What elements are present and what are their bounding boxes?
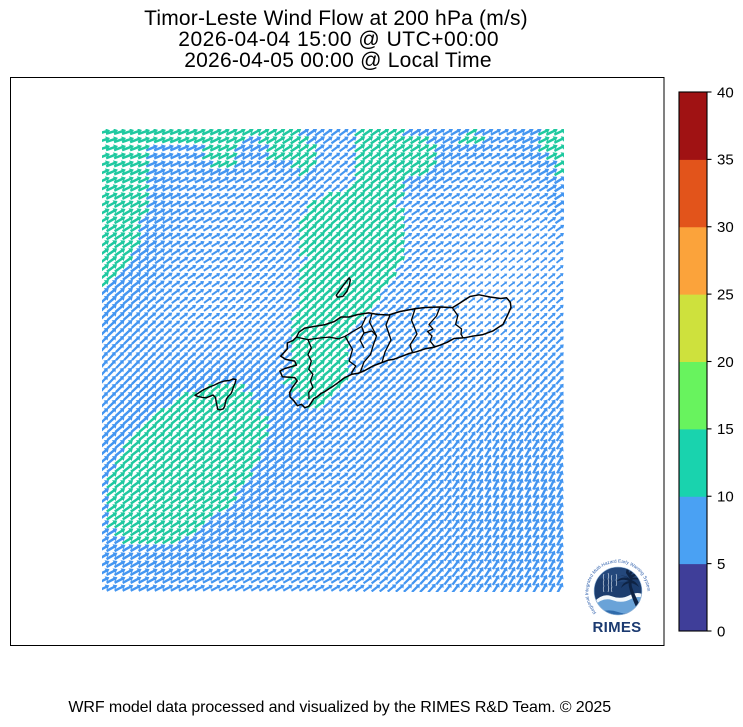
svg-text:Timor-Leste Wind Flow at 200 h: Timor-Leste Wind Flow at 200 hPa (m/s) <box>144 7 528 30</box>
svg-text:5: 5 <box>717 556 725 573</box>
svg-text:RIMES: RIMES <box>592 619 641 636</box>
svg-text:WRF model data processed and v: WRF model data processed and visualized … <box>68 699 611 716</box>
svg-text:2026-04-04 15:00 @ UTC+00:00: 2026-04-04 15:00 @ UTC+00:00 <box>178 28 499 51</box>
svg-text:25: 25 <box>717 286 734 303</box>
svg-text:40: 40 <box>717 84 734 101</box>
svg-text:10: 10 <box>717 489 734 506</box>
svg-text:0: 0 <box>717 623 725 640</box>
svg-text:2026-04-05 00:00 @ Local Time: 2026-04-05 00:00 @ Local Time <box>184 49 492 72</box>
svg-text:20: 20 <box>717 354 734 371</box>
svg-text:30: 30 <box>717 219 734 236</box>
svg-text:15: 15 <box>717 421 734 438</box>
svg-text:35: 35 <box>717 152 734 169</box>
